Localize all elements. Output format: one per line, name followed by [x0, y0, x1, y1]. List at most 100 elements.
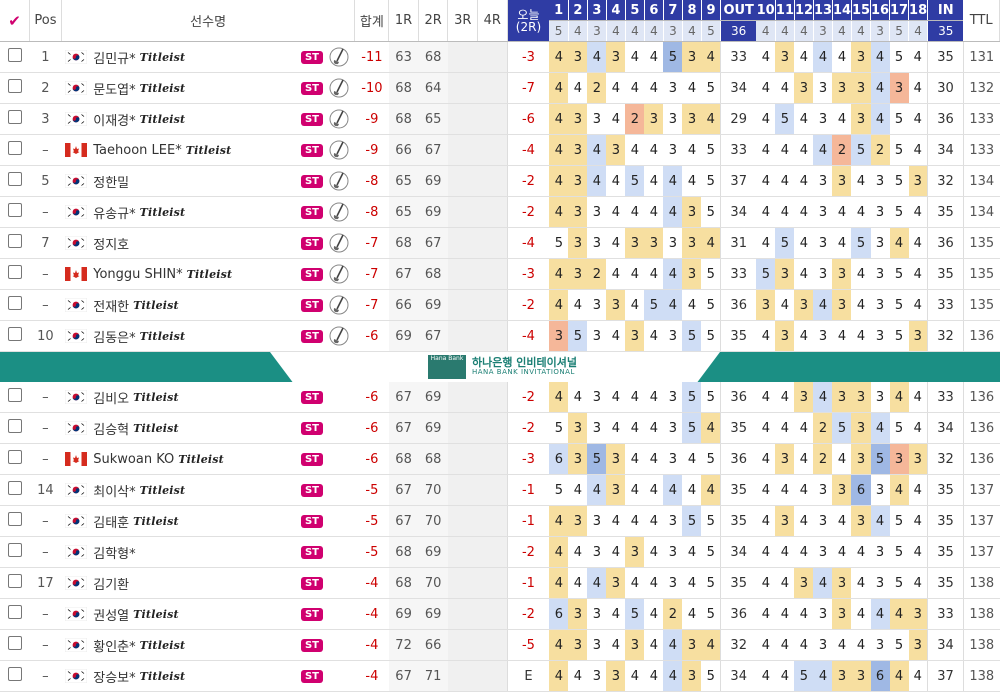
st-badge[interactable]: ST: [300, 483, 323, 497]
row-checkbox[interactable]: [0, 382, 30, 413]
st-badge[interactable]: ST: [300, 514, 323, 528]
player-row[interactable]: 17 김기환 ST -4 68 70 -1 4 4 4 3 4 4 3 4 5 35 4 4 3 4 3 4 3 5 4 35 138: [0, 567, 1000, 599]
player-cell[interactable]: 김동은* Titleist ST: [61, 320, 355, 352]
row-checkbox[interactable]: [0, 289, 30, 321]
player-name[interactable]: 전재한: [93, 299, 130, 315]
player-name[interactable]: 김기환: [93, 577, 130, 593]
col-total[interactable]: 합계: [354, 0, 390, 42]
row-checkbox[interactable]: [0, 412, 30, 444]
col-r2[interactable]: 2R: [418, 0, 449, 42]
player-cell[interactable]: 김학형* ST: [61, 536, 355, 568]
col-today[interactable]: 오늘 (2R): [507, 0, 550, 42]
player-cell[interactable]: 황인춘* Titleist ST: [61, 629, 355, 661]
player-row[interactable]: – 김학형* ST -5 68 69 -2 4 4 3 4 3 4 3 4 5 34 4 4 4 3 4 4 3 5 4 35 137: [0, 536, 1000, 568]
player-name[interactable]: 장승보*: [93, 670, 136, 686]
row-checkbox[interactable]: [0, 320, 30, 352]
player-cell[interactable]: 유송규* Titleist ST: [61, 196, 355, 228]
player-name[interactable]: 문도엽*: [93, 82, 136, 98]
player-row[interactable]: – 김태훈 Titleist ST -5 67 70 -1 4 3 3 4 4 4 3 5 5 35 4 3 4 3 4 3 4…: [0, 505, 1000, 537]
row-checkbox[interactable]: [0, 134, 30, 166]
player-name[interactable]: Taehoon LEE*: [93, 142, 182, 158]
player-row[interactable]: 5 정한밀 ST -8 65 69 -2 4 3 4 4 5 4 4 4 5 37 4 4 4 3 3 4 3 5 3 32 134: [0, 165, 1000, 197]
col-ttl[interactable]: TTL: [963, 0, 1000, 42]
st-badge[interactable]: ST: [300, 267, 323, 281]
player-row[interactable]: – 황인춘* Titleist ST -4 72 66 -5 4 3 3 4 3 4 4 3 4 32 4 4 4 3 4 4…: [0, 629, 1000, 661]
row-checkbox[interactable]: [0, 72, 30, 104]
player-row[interactable]: – 유송규* Titleist ST -8 65 69 -2 4 3 3 4 4 4 4 3 5 34 4 4 4 3 4 4…: [0, 196, 1000, 228]
row-checkbox[interactable]: [0, 505, 30, 537]
player-row[interactable]: 14 최이삭* Titleist ST -5 67 70 -1 5 4 4 3 4 4 4 4 4 35 4 4 4 3 3…: [0, 474, 1000, 506]
st-badge[interactable]: ST: [300, 669, 323, 683]
player-row[interactable]: 1 김민규* Titleist ST -11 63 68 -3 4 3 4 3 4 4 5 3 4 33 4 3 4 4 4…: [0, 41, 1000, 73]
st-badge[interactable]: ST: [300, 607, 323, 621]
player-name[interactable]: 이재경*: [93, 113, 136, 129]
player-row[interactable]: – Yonggu SHIN* Titleist ST -7 67 68 -3 4 3 2 4 4 4 4 3 5…: [0, 258, 1000, 290]
player-cell[interactable]: 이재경* Titleist ST: [61, 103, 355, 135]
st-badge[interactable]: ST: [300, 174, 323, 188]
row-checkbox[interactable]: [0, 165, 30, 197]
player-row[interactable]: 3 이재경* Titleist ST -9 68 65 -6 4 3 3 4 2 3 3 3 4 29 4 5 4 3 4 3…: [0, 103, 1000, 135]
player-name[interactable]: 권성열: [93, 608, 130, 624]
player-cell[interactable]: 문도엽* Titleist ST: [61, 72, 355, 104]
row-checkbox[interactable]: [0, 443, 30, 475]
st-badge[interactable]: ST: [300, 576, 323, 590]
player-cell[interactable]: 권성열 Titleist ST: [61, 598, 355, 630]
player-cell[interactable]: 김기환 ST: [61, 567, 355, 599]
st-badge[interactable]: ST: [300, 638, 323, 652]
player-row[interactable]: – 전재한 Titleist ST -7 66 69 -2 4 4 3 3 4 5 4 4 5 36 3 4 3 4 3 4 3…: [0, 289, 1000, 321]
st-badge[interactable]: ST: [300, 298, 323, 312]
row-checkbox[interactable]: [0, 103, 30, 135]
player-name[interactable]: 김민규*: [93, 51, 136, 67]
player-name[interactable]: 김비오: [93, 391, 130, 407]
player-name[interactable]: 김학형*: [93, 546, 136, 562]
player-row[interactable]: – Sukwoan KO Titleist ST -6 68 68 -3 6 3 5 3 4 4 3 4 5 36…: [0, 443, 1000, 475]
player-name[interactable]: 김동은*: [93, 330, 136, 346]
player-row[interactable]: – Taehoon LEE* Titleist ST -9 66 67 -4 4 3 4 3 4 4 3 4 5…: [0, 134, 1000, 166]
player-cell[interactable]: Sukwoan KO Titleist ST: [61, 443, 355, 475]
player-cell[interactable]: Taehoon LEE* Titleist ST: [61, 134, 355, 166]
player-name[interactable]: 황인춘*: [93, 639, 136, 655]
player-row[interactable]: – 권성열 Titleist ST -4 69 69 -2 6 3 3 4 5 4 2 4 5 36 4 4 4 3 3 4 4…: [0, 598, 1000, 630]
player-name[interactable]: Sukwoan KO: [93, 451, 175, 467]
player-row[interactable]: – 김비오 Titleist ST -6 67 69 -2 4 4 3 4 4 4 3 5 5 36 4 4 3 4 3 3 3…: [0, 382, 1000, 413]
row-checkbox[interactable]: [0, 196, 30, 228]
player-cell[interactable]: 전재한 Titleist ST: [61, 289, 355, 321]
player-cell[interactable]: 최이삭* Titleist ST: [61, 474, 355, 506]
player-row[interactable]: 2 문도엽* Titleist ST -10 68 64 -7 4 4 2 4 4 4 3 4 5 34 4 4 3 3 3…: [0, 72, 1000, 104]
player-cell[interactable]: 정지호 ST: [61, 227, 355, 259]
row-checkbox[interactable]: [0, 536, 30, 568]
player-row[interactable]: – 김승혁 Titleist ST -6 67 69 -2 5 3 3 4 4 4 3 5 4 35 4 4 4 2 5 3 4…: [0, 412, 1000, 444]
col-pos[interactable]: Pos: [29, 0, 62, 42]
st-badge[interactable]: ST: [300, 390, 323, 404]
row-checkbox[interactable]: [0, 258, 30, 290]
row-checkbox[interactable]: [0, 227, 30, 259]
player-cell[interactable]: 김태훈 Titleist ST: [61, 505, 355, 537]
st-badge[interactable]: ST: [300, 143, 323, 157]
player-row[interactable]: 7 정지호 ST -7 68 67 -4 5 3 3 4 3 3 3 3 4 31 4 5 4 3 4 5 3 4 4 36 135: [0, 227, 1000, 259]
col-r4[interactable]: 4R: [477, 0, 508, 42]
row-checkbox[interactable]: [0, 567, 30, 599]
player-name[interactable]: 김태훈: [93, 515, 130, 531]
player-name[interactable]: 정한밀: [93, 175, 130, 191]
select-all-checkbox[interactable]: ✔: [0, 0, 31, 42]
row-checkbox[interactable]: [0, 41, 30, 73]
player-cell[interactable]: Yonggu SHIN* Titleist ST: [61, 258, 355, 290]
st-badge[interactable]: ST: [300, 81, 323, 95]
player-cell[interactable]: 김비오 Titleist ST: [61, 382, 355, 413]
st-badge[interactable]: ST: [300, 421, 323, 435]
st-badge[interactable]: ST: [300, 329, 323, 343]
player-name[interactable]: 최이삭*: [93, 484, 136, 500]
st-badge[interactable]: ST: [300, 112, 323, 126]
player-cell[interactable]: 김승혁 Titleist ST: [61, 412, 355, 444]
player-name[interactable]: 정지호: [93, 237, 130, 253]
player-cell[interactable]: 김민규* Titleist ST: [61, 41, 355, 73]
player-name[interactable]: Yonggu SHIN*: [93, 266, 183, 282]
player-name[interactable]: 유송규*: [93, 206, 136, 222]
row-checkbox[interactable]: [0, 629, 30, 661]
player-cell[interactable]: 정한밀 ST: [61, 165, 355, 197]
st-badge[interactable]: ST: [300, 452, 323, 466]
row-checkbox[interactable]: [0, 474, 30, 506]
col-player[interactable]: 선수명: [61, 0, 356, 42]
col-r3[interactable]: 3R: [447, 0, 479, 42]
player-name[interactable]: 김승혁: [93, 422, 130, 438]
